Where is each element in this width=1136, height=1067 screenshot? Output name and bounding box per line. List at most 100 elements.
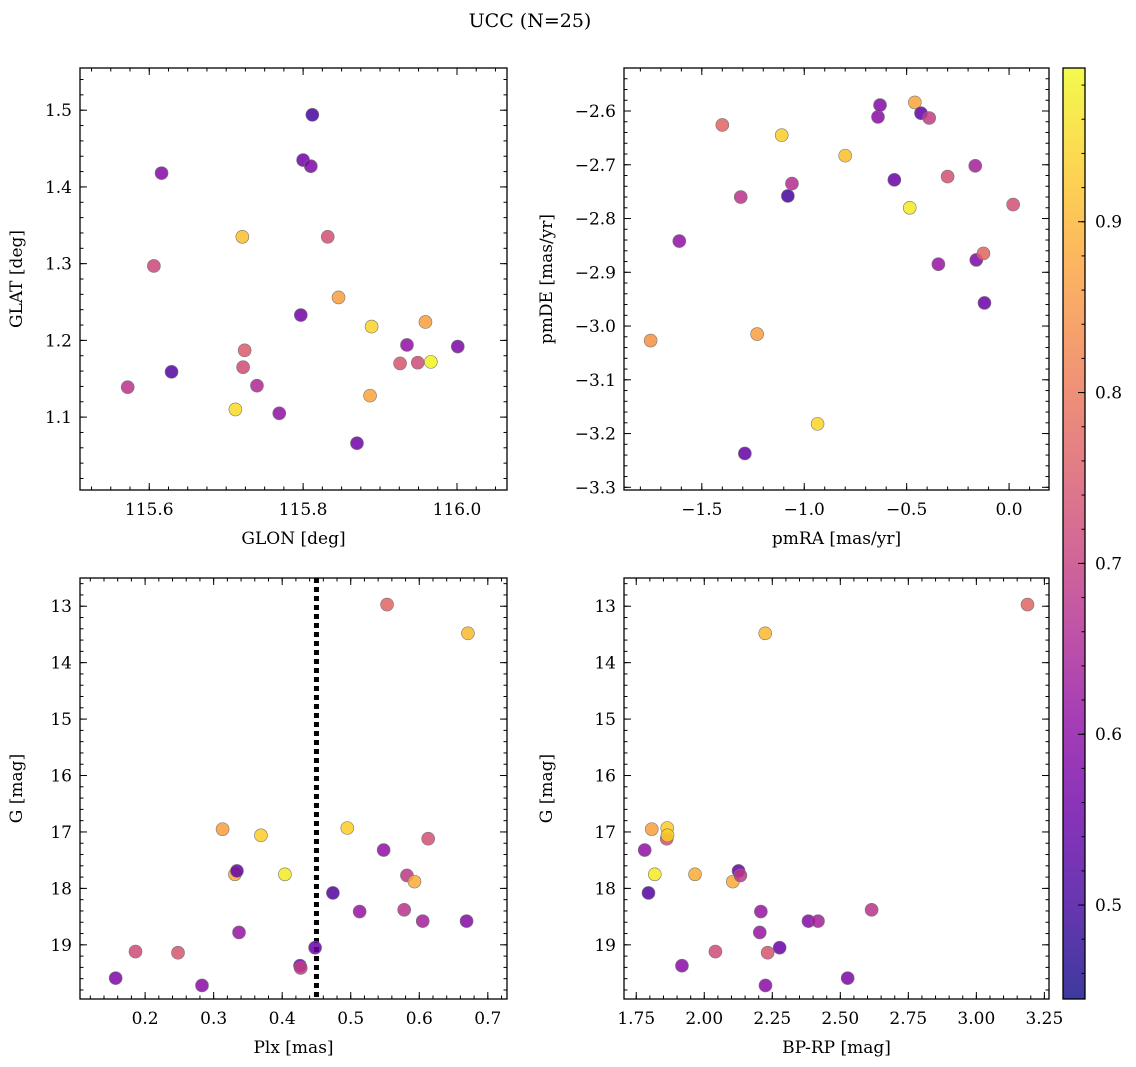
x-tick-label: 2.25: [753, 1009, 791, 1029]
scatter-point: [393, 356, 407, 371]
y-tick-label: −3.0: [575, 317, 616, 337]
scatter-point: [304, 159, 318, 174]
scatter-point: [758, 978, 773, 993]
scatter-point: [781, 189, 795, 203]
x-tick-label: 2.75: [889, 1009, 927, 1029]
scatter-point: [147, 259, 161, 273]
x-tick-label: 3.00: [957, 1009, 995, 1029]
x-axis-label: pmRA [mas/yr]: [772, 529, 901, 549]
colorbar-frame: [1062, 67, 1086, 1000]
y-tick-label: 14: [50, 654, 72, 674]
scatter-point: [459, 914, 474, 928]
scatter-point: [708, 944, 723, 959]
scatter-point: [672, 234, 687, 248]
x-axis-label: GLON [deg]: [241, 529, 345, 549]
x-tick-label: 115.6: [125, 500, 174, 520]
x-tick-label: −1.0: [784, 500, 825, 520]
scatter-point: [688, 867, 702, 882]
x-axis-label: Plx [mas]: [253, 1038, 333, 1058]
scatter-point: [838, 148, 853, 163]
scatter-point: [415, 914, 430, 928]
y-tick-label: 1.1: [45, 408, 72, 428]
scatter-point: [308, 940, 322, 955]
scatter-point: [108, 971, 123, 985]
axes-frame: [79, 67, 508, 491]
scatter-point: [733, 868, 748, 883]
scatter-point: [120, 380, 135, 394]
scatter-point: [235, 230, 250, 244]
scatter-point: [637, 843, 652, 857]
y-tick-label: 15: [50, 710, 72, 730]
scatter-point: [873, 98, 887, 112]
scatter-point: [810, 417, 825, 431]
scatter-point: [754, 904, 768, 919]
scatter-point: [228, 402, 243, 417]
y-tick-label: 15: [594, 710, 616, 730]
scatter-point: [352, 904, 367, 919]
scatter-point: [421, 831, 435, 846]
y-tick-label: 14: [594, 654, 616, 674]
colorbar: 0.5 0.6 0.7 0.8 0.9: [1062, 67, 1122, 1000]
scatter-point: [931, 257, 946, 272]
x-tick-label: 0.3: [200, 1009, 227, 1029]
scatter-point: [644, 822, 659, 836]
x-tick-label: 0.5: [337, 1009, 364, 1029]
x-tick-label: 0.2: [132, 1009, 159, 1029]
scatter-point: [272, 406, 287, 421]
scatter-point: [418, 315, 433, 329]
scatter-point: [840, 971, 855, 985]
y-tick-label: 1.5: [45, 101, 72, 121]
y-tick-label: 17: [594, 823, 616, 843]
scatter-point: [350, 436, 364, 450]
y-tick-label: −3.1: [575, 371, 616, 391]
scatter-point: [774, 128, 789, 142]
scatter-point: [164, 365, 179, 379]
color-magnitude-panel: 1.75 2.00 2.25 2.50 2.75 3.00 3.25 13 14 15 16 17 18…: [537, 577, 1063, 1058]
scatter-point: [331, 290, 346, 305]
y-tick-label: −2.8: [575, 210, 616, 230]
y-tick-label: −3.2: [575, 425, 616, 445]
scatter-point: [922, 111, 936, 125]
y-axis-label: G [mag]: [7, 754, 27, 823]
scatter-point: [230, 864, 244, 878]
y-axis-label: pmDE [mas/yr]: [537, 214, 557, 344]
scatter-point: [750, 327, 764, 341]
y-tick-label: 1.2: [45, 331, 72, 351]
scatter-point: [977, 296, 992, 310]
colorbar-tick-label: 0.6: [1095, 725, 1122, 745]
scatter-point: [407, 874, 422, 889]
x-tick-label: 115.8: [279, 500, 328, 520]
scatter-point: [461, 626, 475, 641]
y-axis-label: GLAT [deg]: [7, 230, 27, 328]
x-tick-label: 0.6: [406, 1009, 433, 1029]
colorbar-tick-label: 0.8: [1095, 384, 1122, 404]
colorbar-gradient: [1063, 68, 1085, 999]
y-tick-label: 19: [594, 936, 616, 956]
scatter-point: [294, 308, 308, 322]
scatter-point: [363, 388, 377, 403]
y-tick-label: 13: [594, 597, 616, 617]
x-tick-label: 116.0: [433, 500, 482, 520]
scatter-point: [376, 843, 391, 857]
x-axis-label: BP-RP [mag]: [782, 1038, 891, 1058]
scatter-point: [643, 333, 658, 348]
scatter-point: [364, 319, 379, 334]
x-tick-label: 1.75: [617, 1009, 655, 1029]
colorbar-tick-label: 0.9: [1095, 213, 1122, 233]
scatter-point: [772, 940, 787, 955]
axes-frame: [623, 67, 1050, 491]
y-tick-label: 16: [594, 767, 616, 787]
scatter-point: [864, 903, 879, 917]
scatter-point: [715, 118, 730, 132]
scatter-point: [1006, 197, 1020, 212]
scatter-point: [424, 355, 438, 369]
scatter-point: [237, 343, 252, 358]
x-tick-label: −1.5: [681, 500, 722, 520]
scatter-point: [400, 338, 414, 352]
scatter-point: [940, 169, 955, 184]
scatter-point: [758, 626, 773, 641]
y-tick-label: 19: [50, 936, 72, 956]
scatter-point: [647, 867, 662, 882]
y-tick-label: 16: [50, 767, 72, 787]
